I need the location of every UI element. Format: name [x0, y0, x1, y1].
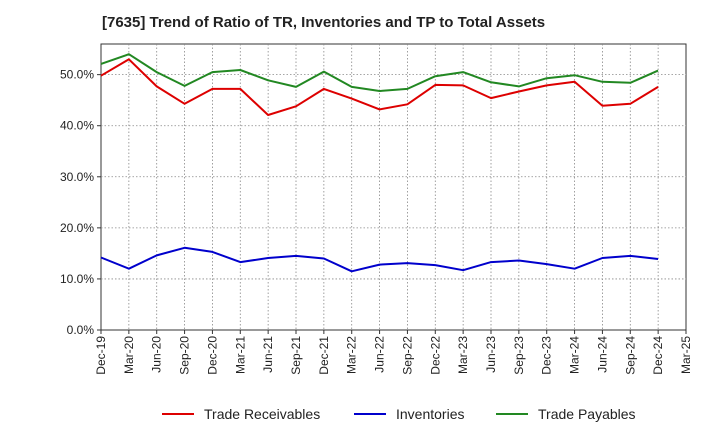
legend-label: Inventories: [396, 406, 464, 422]
x-tick-label: Sep-24: [623, 336, 637, 375]
chart-title: [7635] Trend of Ratio of TR, Inventories…: [102, 14, 546, 31]
y-tick-label: 20.0%: [60, 221, 94, 235]
x-tick-label: Sep-21: [289, 336, 303, 375]
x-tick-label: Mar-21: [233, 336, 247, 374]
y-tick-label: 30.0%: [60, 170, 94, 184]
x-tick-label: Mar-25: [679, 336, 693, 374]
y-tick-label: 10.0%: [60, 272, 94, 286]
x-tick-label: Mar-22: [345, 336, 359, 374]
y-tick-label: 0.0%: [67, 323, 95, 337]
x-tick-label: Jun-21: [261, 336, 275, 373]
x-tick-label: Sep-20: [178, 336, 192, 375]
x-tick-label: Dec-23: [540, 336, 554, 375]
x-tick-label: Mar-23: [456, 336, 470, 374]
x-tick-label: Dec-22: [428, 336, 442, 375]
series-line-inventories: [100, 246, 659, 273]
x-tick-label: Dec-21: [317, 336, 331, 375]
plot-area: [100, 43, 687, 331]
x-tick-label: Dec-24: [651, 336, 665, 375]
x-tick-label: Jun-23: [484, 336, 498, 373]
x-tick-label: Sep-23: [512, 336, 526, 375]
series-line-trade-receivables: [100, 58, 659, 116]
x-tick-label: Jun-20: [150, 336, 164, 373]
x-tick-label: Jun-24: [595, 336, 609, 373]
x-tick-label: Mar-24: [568, 336, 582, 374]
series-line-trade-payables: [100, 53, 659, 92]
x-tick-label: Sep-22: [400, 336, 414, 375]
y-tick-label: 50.0%: [60, 68, 94, 82]
legend-item-trade-payables: Trade Payables: [496, 406, 636, 422]
legend-item-trade-receivables: Trade Receivables: [162, 406, 320, 422]
x-tick-label: Dec-19: [94, 336, 108, 375]
x-tick-label: Mar-20: [122, 336, 136, 374]
legend-label: Trade Receivables: [204, 406, 320, 422]
x-tick-label: Jun-22: [373, 336, 387, 373]
legend-label: Trade Payables: [538, 406, 636, 422]
y-tick-label: 40.0%: [60, 119, 94, 133]
legend-item-inventories: Inventories: [354, 406, 464, 422]
x-tick-label: Dec-20: [205, 336, 219, 375]
